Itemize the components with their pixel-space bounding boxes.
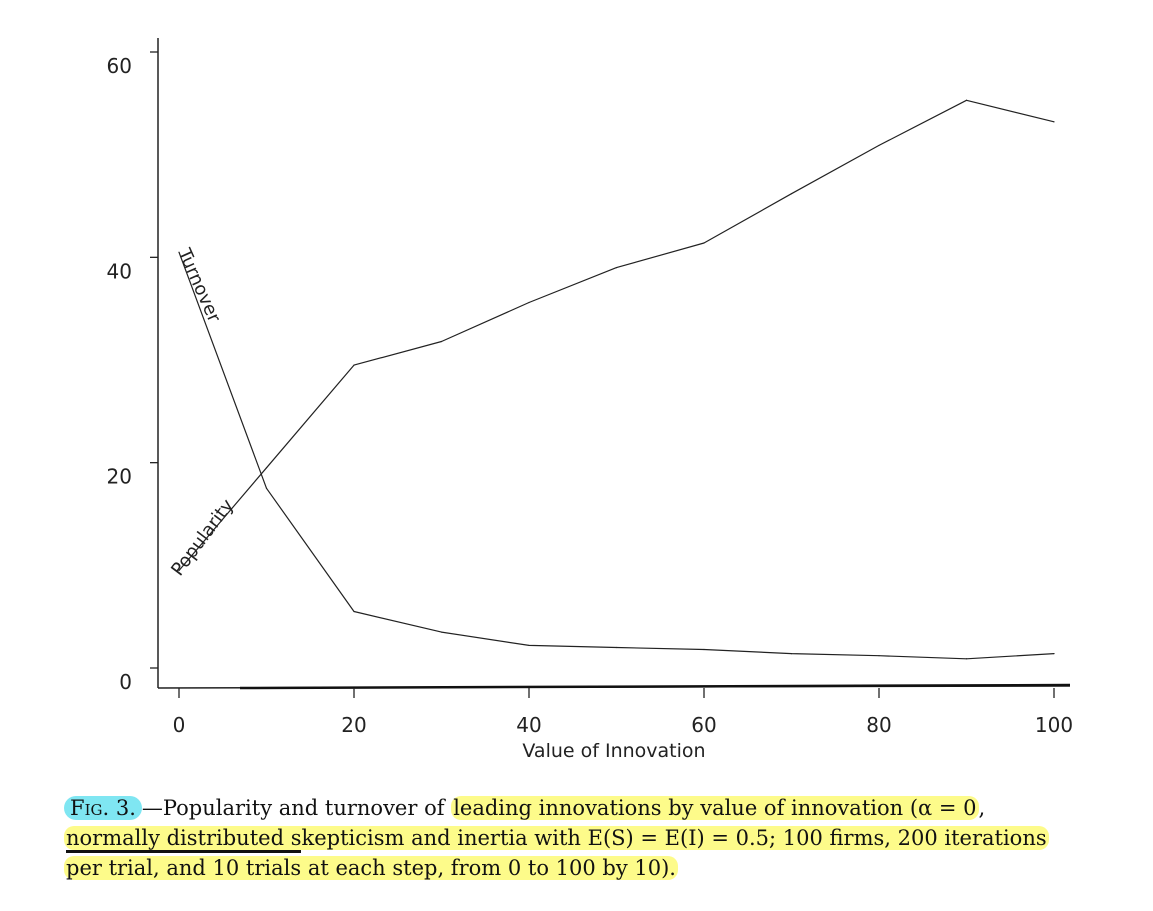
popularity-point-100 [1053, 121, 1055, 123]
x-tick-label-100: 100 [1035, 713, 1073, 737]
caption-text-1b: , [978, 796, 986, 820]
series-layer [178, 99, 1055, 660]
turnover-point-70 [790, 653, 793, 655]
y-tick-label-0: 0 [119, 670, 132, 694]
caption-line-1: Fig. 3. —Popularity and turnover of leadi… [64, 793, 1124, 823]
popularity-point-70 [790, 193, 793, 195]
x-tick-label-40: 40 [516, 713, 541, 737]
y-tick-label-20: 20 [107, 465, 132, 489]
caption-text-3a: per trial, and 10 trials [66, 856, 302, 880]
x-tick-label-80: 80 [866, 713, 891, 737]
figure-caption: Fig. 3. —Popularity and turnover of leadi… [64, 793, 1124, 883]
x-axis-ticks: 0 20 40 60 80 100 [173, 688, 1073, 737]
turnover-point-20 [353, 610, 355, 613]
popularity-point-50 [615, 267, 618, 269]
turnover-point-90 [965, 658, 968, 660]
turnover-point-60 [703, 648, 705, 651]
x-tick-label-20: 20 [341, 713, 366, 737]
caption-line-2: normally distributed skepticism and iner… [64, 823, 1124, 853]
x-tick-label-60: 60 [691, 713, 716, 737]
popularity-point-90 [965, 99, 968, 101]
turnover-series-line [178, 251, 1055, 660]
popularity-point-10 [265, 467, 268, 469]
caption-underlined-2: normally distributed s [66, 826, 302, 853]
turnover-point-30 [440, 631, 443, 633]
turnover-series-label: Turnover [173, 245, 225, 327]
x-axis-heavy-segment [239, 683, 1071, 690]
turnover-point-80 [878, 655, 880, 657]
popularity-point-60 [703, 242, 705, 244]
y-tick-label-60: 60 [107, 54, 132, 78]
popularity-point-40 [528, 301, 530, 304]
caption-text-1a: —Popularity and turnover of [141, 796, 445, 820]
popularity-point-20 [353, 364, 355, 366]
popularity-series-label: Popularity [167, 495, 238, 580]
turnover-point-0 [178, 251, 180, 253]
turnover-point-10 [265, 487, 268, 489]
turnover-point-100 [1053, 653, 1055, 655]
x-axis-title: Value of Innovation [522, 740, 705, 762]
caption-text-2: kepticism and inertia with E(S) = E(I) =… [301, 826, 1047, 850]
turnover-point-40 [528, 644, 530, 647]
x-tick-label-0: 0 [173, 713, 186, 737]
caption-text-3b: at each step, from 0 to 100 by 10). [301, 856, 676, 880]
turnover-point-50 [615, 646, 618, 649]
figure-number: Fig. 3. [64, 796, 142, 820]
popularity-series-line [178, 99, 1055, 571]
caption-highlight-1: leading innovations by value of innovati… [451, 796, 979, 820]
popularity-point-80 [878, 144, 880, 147]
popularity-point-30 [440, 340, 443, 343]
popularity-point-0 [178, 569, 180, 572]
y-axis-ticks: 0 20 40 60 [107, 51, 158, 694]
y-tick-label-40: 40 [107, 259, 132, 283]
caption-line-3: per trial, and 10 trials at each step, f… [64, 853, 1124, 883]
chart: 0 20 40 60 0 20 40 60 80 100 Turnover Popularity… [107, 38, 1073, 762]
